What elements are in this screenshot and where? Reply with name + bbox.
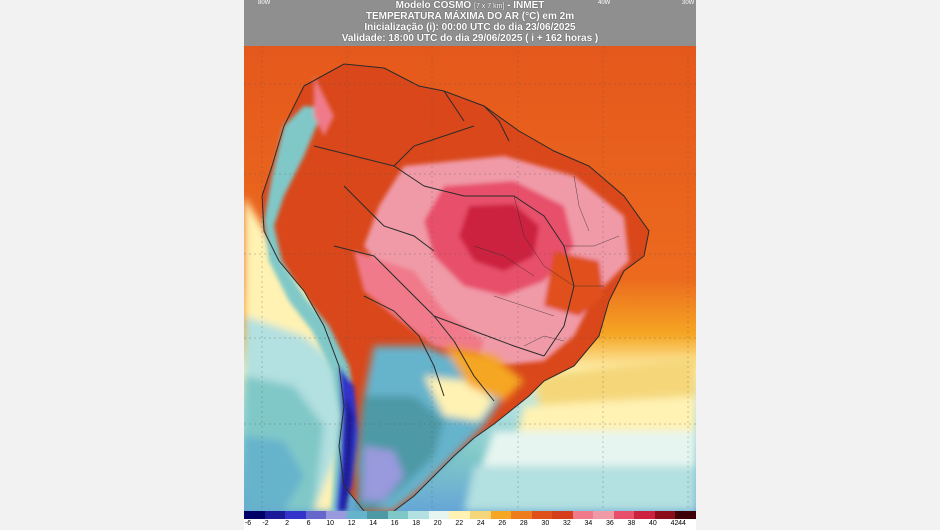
colorbar-swatch (511, 511, 532, 519)
colorbar-swatch (428, 511, 450, 519)
colorbar-label: 36 (605, 520, 614, 527)
colorbar-label: 26 (498, 520, 507, 527)
colorbar-swatch (285, 511, 306, 519)
validity-time: Validade: 18:00 UTC do dia 29/06/2025 ( … (341, 33, 599, 44)
map-header: Modelo COSMO [7 x 7 km] - INMET TEMPERAT… (244, 0, 696, 46)
model-source: - INMET (507, 0, 545, 11)
colorbar-swatch (552, 511, 573, 519)
initialization-time: Inicialização (i): 00:00 UTC do dia 23/0… (364, 22, 576, 33)
colorbar-swatch (387, 511, 409, 519)
colorbar-label: 16 (390, 520, 399, 527)
colorbar-label: 42 (670, 520, 679, 527)
colorbar-label: 22 (455, 520, 464, 527)
colorbar-swatch (367, 511, 388, 519)
colorbar-swatch (346, 511, 368, 519)
lat-lon-grid (244, 46, 696, 511)
colorbar-label: 2 (285, 520, 289, 527)
colorbar-label: 24 (476, 520, 485, 527)
colorbar-labels: -6 -2 2 6 10 12 14 16 18 20 22 24 26 28 30 32 34 36 38 40 42… (244, 520, 696, 530)
andes-cool-strip (264, 76, 359, 511)
atlantic-south-zone (464, 356, 696, 511)
colorbar-label: 40 (649, 520, 657, 527)
colorbar-swatch (408, 511, 429, 519)
model-title: Modelo COSMO [7 x 7 km] - INMET (244, 1, 696, 12)
colorbar-swatch (305, 511, 327, 519)
lon-label-40w: 40W (598, 0, 611, 6)
colorbar-label: 30 (541, 520, 550, 527)
colorbar-swatch (244, 511, 265, 519)
political-borders (261, 63, 650, 511)
colorbar-swatch (326, 511, 347, 519)
colorbar-swatch (654, 511, 676, 519)
lon-label-30w: 30W (682, 0, 695, 6)
lon-label-80w: 80W (258, 0, 271, 6)
map-frame: Modelo COSMO [7 x 7 km] - INMET TEMPERAT… (244, 0, 696, 530)
colorbar-swatch (470, 511, 491, 519)
colorbar-swatch (675, 511, 696, 519)
colorbar-label: 18 (412, 520, 421, 527)
colorbar-label: 34 (584, 520, 593, 527)
colorbar-swatch (634, 511, 655, 519)
model-resolution: [7 x 7 km] (474, 3, 505, 10)
colorbar-swatch (572, 511, 594, 519)
colorbar-label: 28 (519, 520, 528, 527)
colorbar-swatch (531, 511, 553, 519)
colorbar-label: 10 (326, 520, 334, 527)
colorbar-swatch (449, 511, 471, 519)
colorbar-swatches (244, 511, 696, 519)
pacific-cool-zone (244, 196, 354, 511)
colorbar-swatch (490, 511, 512, 519)
colorbar-label: 38 (627, 520, 636, 527)
model-name: Modelo COSMO (395, 0, 472, 11)
colorbar-swatch (613, 511, 635, 519)
colorbar-label: 32 (562, 520, 571, 527)
colorbar-swatch (264, 511, 286, 519)
colorbar-swatch (593, 511, 614, 519)
colorbar-label: 12 (347, 520, 356, 527)
colorbar-label: 44 (678, 520, 686, 527)
colorbar-label: 14 (369, 520, 378, 527)
colorbar-label: -2 (262, 520, 269, 527)
variable-title: TEMPERATURA MÁXIMA DO AR (°C) em 2m (365, 11, 575, 22)
colorbar-label: 20 (433, 520, 442, 527)
state-borders (473, 175, 620, 347)
temperature-map (244, 46, 696, 511)
temperature-colorbar: -6 -2 2 6 10 12 14 16 18 20 22 24 26 28 30 32 34 36 38 40 42… (244, 511, 696, 530)
colorbar-label: -6 (244, 520, 252, 527)
colorbar-label: 6 (306, 520, 311, 527)
